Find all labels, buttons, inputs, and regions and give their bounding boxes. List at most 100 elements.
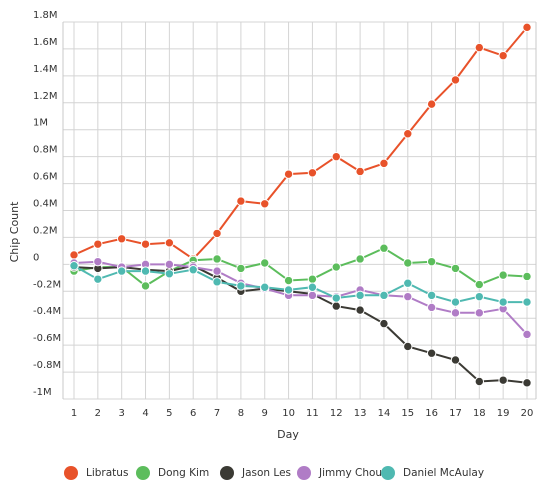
- data-point[interactable]: [260, 258, 270, 268]
- data-point[interactable]: [474, 279, 485, 290]
- data-point[interactable]: [379, 318, 389, 329]
- data-point[interactable]: [426, 99, 437, 109]
- data-point[interactable]: [164, 259, 175, 270]
- x-tick-label: 15: [401, 408, 414, 419]
- y-tick-label: 0.8M: [33, 145, 58, 156]
- data-point[interactable]: [474, 291, 485, 302]
- data-point[interactable]: [522, 297, 532, 307]
- y-tick-label: -1M: [33, 387, 52, 398]
- data-point[interactable]: [498, 50, 508, 61]
- axis-layer: 1.8M 1.6M 1.4M 1.2M 1M 0.8M 0.6M 0.4M 0.2M 0 -0.2M…: [33, 10, 533, 419]
- data-point[interactable]: [403, 291, 413, 302]
- data-point[interactable]: [426, 256, 437, 267]
- data-point[interactable]: [212, 228, 222, 239]
- x-tick-label: 18: [473, 408, 486, 419]
- data-point[interactable]: [116, 234, 127, 244]
- data-point[interactable]: [474, 308, 485, 318]
- y-tick-label: 0.4M: [33, 199, 58, 210]
- data-point[interactable]: [69, 261, 79, 271]
- data-point[interactable]: [140, 239, 151, 249]
- data-point[interactable]: [236, 263, 246, 274]
- data-point[interactable]: [283, 285, 294, 295]
- data-point[interactable]: [379, 243, 389, 253]
- legend-marker: [64, 466, 78, 480]
- legend-item-daniel-mcaulay[interactable]: Daniel McAulay: [381, 462, 484, 484]
- data-point[interactable]: [307, 282, 318, 292]
- data-point[interactable]: [236, 196, 246, 206]
- data-point[interactable]: [426, 348, 437, 358]
- data-point[interactable]: [331, 151, 341, 162]
- legend-item-libratus[interactable]: Libratus: [64, 462, 128, 484]
- x-tick-label: 8: [238, 408, 244, 419]
- data-point[interactable]: [307, 274, 318, 284]
- data-point[interactable]: [403, 341, 413, 352]
- data-point[interactable]: [283, 275, 294, 286]
- data-point[interactable]: [450, 308, 461, 318]
- data-point[interactable]: [450, 355, 461, 365]
- data-point[interactable]: [260, 199, 270, 209]
- x-tick-label: 3: [118, 408, 124, 419]
- data-point[interactable]: [403, 258, 413, 268]
- data-point[interactable]: [164, 269, 175, 279]
- data-point[interactable]: [522, 22, 532, 33]
- data-point[interactable]: [379, 290, 389, 301]
- data-point[interactable]: [69, 250, 79, 260]
- data-point[interactable]: [498, 375, 508, 385]
- data-point[interactable]: [355, 254, 365, 264]
- legend-item-dong-kim[interactable]: Dong Kim: [136, 462, 209, 484]
- data-point[interactable]: [474, 376, 485, 387]
- data-point[interactable]: [379, 158, 389, 169]
- y-tick-label: 1.8M: [33, 10, 58, 21]
- legend-label: Jimmy Chou: [319, 467, 383, 479]
- data-point[interactable]: [236, 281, 246, 291]
- data-point[interactable]: [355, 166, 365, 177]
- y-tick-label: 0: [33, 252, 39, 263]
- data-point[interactable]: [93, 256, 103, 267]
- x-tick-label: 10: [282, 408, 295, 419]
- legend-label: Libratus: [86, 467, 129, 479]
- data-point[interactable]: [307, 290, 318, 301]
- data-point[interactable]: [93, 274, 103, 284]
- data-point[interactable]: [212, 254, 222, 264]
- x-tick-label: 16: [425, 408, 438, 419]
- data-point[interactable]: [355, 290, 365, 301]
- data-point[interactable]: [331, 293, 341, 303]
- data-point[interactable]: [450, 297, 461, 307]
- data-point[interactable]: [403, 278, 413, 288]
- series-line: [73, 26, 528, 261]
- data-point[interactable]: [140, 266, 151, 276]
- legend-marker: [136, 466, 150, 480]
- data-point[interactable]: [403, 129, 413, 139]
- data-point[interactable]: [331, 301, 341, 311]
- legend-marker: [381, 466, 395, 480]
- data-point[interactable]: [140, 281, 151, 291]
- legend-item-jimmy-chou[interactable]: Jimmy Chou: [297, 462, 382, 484]
- data-point[interactable]: [498, 270, 508, 280]
- y-tick-label: 0.6M: [33, 172, 58, 183]
- x-tick-label: 12: [330, 408, 343, 419]
- data-point[interactable]: [188, 265, 198, 275]
- data-point[interactable]: [212, 277, 222, 287]
- data-point[interactable]: [93, 239, 103, 249]
- y-tick-label: 1M: [33, 118, 48, 129]
- data-point[interactable]: [522, 271, 532, 282]
- data-point[interactable]: [498, 297, 508, 307]
- data-point[interactable]: [450, 263, 461, 274]
- legend-item-jason-les[interactable]: Jason Les: [220, 462, 291, 484]
- data-point[interactable]: [260, 282, 270, 292]
- data-point[interactable]: [116, 266, 127, 276]
- data-point[interactable]: [307, 168, 318, 178]
- data-point[interactable]: [212, 266, 222, 276]
- data-point[interactable]: [283, 169, 294, 179]
- data-point[interactable]: [331, 262, 341, 272]
- data-point[interactable]: [474, 42, 485, 53]
- data-point[interactable]: [450, 75, 461, 85]
- data-point[interactable]: [355, 305, 365, 315]
- data-point[interactable]: [522, 378, 532, 388]
- data-point[interactable]: [426, 302, 437, 313]
- data-point[interactable]: [522, 329, 532, 340]
- legend-label: Jason Les: [242, 467, 292, 479]
- data-point[interactable]: [164, 238, 175, 248]
- data-point[interactable]: [426, 290, 437, 301]
